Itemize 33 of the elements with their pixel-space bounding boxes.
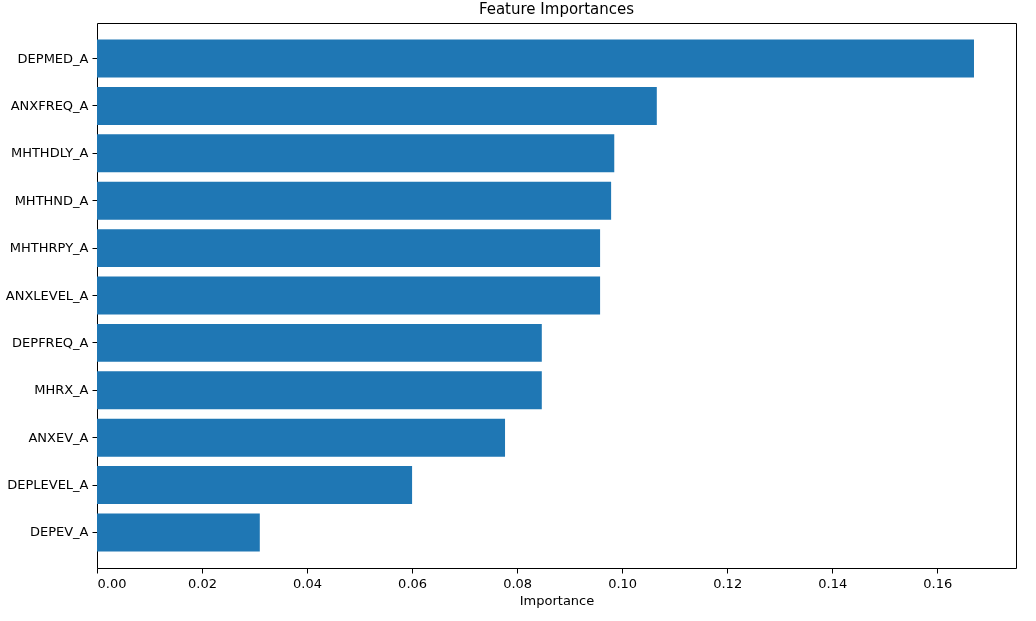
bar: [97, 86, 657, 125]
bar: [97, 229, 601, 268]
bar: [97, 418, 506, 457]
x-tick-label: 0.10: [608, 575, 638, 591]
x-tick-label: 0.00: [97, 575, 127, 591]
y-tick-label: ANXEV_A: [28, 429, 89, 445]
y-tick-label: DEPFREQ_A: [12, 334, 89, 350]
y-tick-label: DEPEV_A: [29, 524, 89, 540]
bar: [97, 39, 974, 78]
x-tick-label: 0.04: [293, 575, 323, 591]
bar: [97, 276, 601, 315]
x-tick-label: 0.14: [818, 575, 848, 591]
x-tick-label: 0.02: [188, 575, 218, 591]
x-tick-label: 0.12: [713, 575, 743, 591]
y-tick-label: DEPLEVEL_A: [7, 477, 89, 493]
x-tick-label: 0.08: [503, 575, 533, 591]
y-tick-label: MHTHND_A: [14, 192, 89, 208]
y-tick-label: DEPMED_A: [17, 50, 89, 66]
y-tick-label: ANXFREQ_A: [10, 97, 89, 113]
chart-title: Feature Importances: [478, 0, 635, 18]
y-tick-label: MHTHRPY_A: [9, 240, 89, 256]
bar: [97, 466, 413, 505]
y-tick-label: ANXLEVEL_A: [5, 287, 89, 303]
y-tick-label: MHRX_A: [34, 382, 89, 398]
bar: [97, 134, 615, 173]
bar: [97, 323, 542, 362]
bar: [97, 181, 612, 220]
bar: [97, 371, 542, 410]
x-tick-label: 0.06: [398, 575, 428, 591]
bar: [97, 513, 260, 552]
x-tick-label: 0.16: [923, 575, 953, 591]
x-axis-title: Importance: [519, 592, 595, 608]
y-tick-label: MHTHDLY_A: [10, 145, 89, 161]
